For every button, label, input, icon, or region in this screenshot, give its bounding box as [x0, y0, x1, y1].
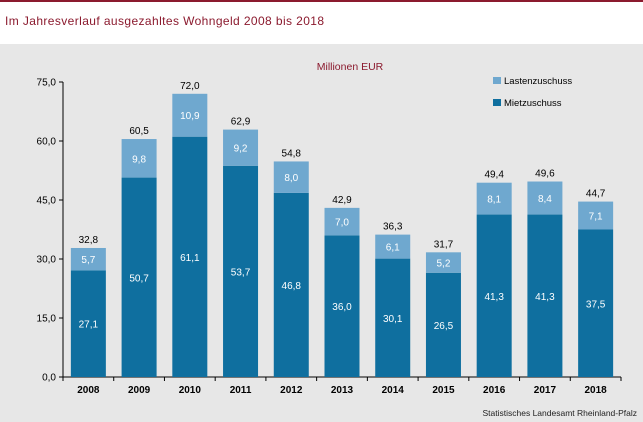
source-note: Statistisches Landesamt Rheinland-Pfalz	[482, 408, 638, 418]
y-tick-label: 45,0	[37, 196, 57, 207]
y-tick-label: 75,0	[37, 78, 57, 89]
data-label-total: 44,7	[586, 189, 606, 200]
x-tick-label: 2013	[331, 385, 354, 396]
data-label-lastenzuschuss: 9,2	[234, 144, 248, 155]
bar-mietzuschuss	[425, 272, 461, 377]
data-label-lastenzuschuss: 6,1	[386, 243, 400, 254]
x-tick-label: 2012	[280, 385, 303, 396]
data-label-total: 31,7	[434, 239, 454, 250]
bar-mietzuschuss	[273, 192, 309, 377]
data-label-total: 49,6	[535, 169, 555, 180]
legend-swatch-mietzuschuss	[493, 99, 501, 106]
bar-mietzuschuss	[527, 214, 563, 377]
chart-title: Millionen EUR	[317, 61, 384, 73]
data-label-total: 36,3	[383, 222, 403, 233]
bar-lastenzuschuss	[121, 139, 157, 178]
bar-mietzuschuss	[476, 214, 512, 377]
page-title: Im Jahresverlauf ausgezahltes Wohngeld 2…	[5, 14, 325, 28]
bar-mietzuschuss	[121, 177, 157, 377]
data-label-total: 32,8	[79, 235, 99, 246]
data-label-lastenzuschuss: 9,8	[132, 154, 146, 165]
bar-lastenzuschuss	[476, 182, 512, 215]
bar-lastenzuschuss	[375, 234, 411, 259]
data-label-total: 60,5	[129, 126, 149, 137]
x-tick-label: 2017	[534, 385, 557, 396]
legend-swatch-lastenzuschuss	[493, 77, 501, 84]
x-tick-label: 2010	[179, 385, 202, 396]
data-label-mietzuschuss: 37,5	[586, 299, 606, 310]
bar-mietzuschuss	[172, 136, 208, 377]
x-tick-label: 2011	[230, 385, 252, 396]
data-label-lastenzuschuss: 5,2	[437, 259, 451, 270]
y-tick-label: 60,0	[37, 137, 57, 148]
data-label-lastenzuschuss: 8,1	[487, 195, 501, 206]
data-label-lastenzuschuss: 7,1	[589, 212, 603, 223]
data-label-lastenzuschuss: 8,4	[538, 194, 552, 205]
data-label-total: 62,9	[231, 117, 251, 128]
data-label-lastenzuschuss: 7,0	[335, 218, 349, 229]
data-label-mietzuschuss: 26,5	[434, 321, 454, 332]
bar-lastenzuschuss	[425, 252, 461, 273]
data-label-mietzuschuss: 27,1	[79, 320, 99, 331]
bar-mietzuschuss	[578, 229, 614, 377]
data-label-total: 49,4	[484, 170, 504, 181]
bar-lastenzuschuss	[527, 181, 563, 215]
data-label-lastenzuschuss: 10,9	[180, 111, 200, 122]
bar-mietzuschuss	[70, 270, 106, 377]
bar-lastenzuschuss	[273, 161, 309, 193]
data-label-total: 54,8	[282, 148, 302, 159]
x-tick-label: 2018	[585, 385, 608, 396]
data-label-mietzuschuss: 50,7	[129, 273, 149, 284]
x-tick-label: 2015	[432, 385, 455, 396]
data-label-lastenzuschuss: 8,0	[284, 173, 298, 184]
bar-lastenzuschuss	[578, 201, 614, 230]
data-label-lastenzuschuss: 5,7	[81, 255, 95, 266]
header: Im Jahresverlauf ausgezahltes Wohngeld 2…	[0, 0, 643, 44]
accent-line	[0, 0, 643, 2]
legend-label-mietzuschuss: Mietzuschuss	[504, 98, 562, 109]
bar-lastenzuschuss	[324, 207, 360, 236]
bar-mietzuschuss	[223, 165, 259, 377]
x-tick-label: 2008	[77, 385, 100, 396]
data-label-mietzuschuss: 41,3	[535, 292, 555, 303]
data-label-total: 72,0	[180, 81, 200, 92]
bar-lastenzuschuss	[172, 93, 208, 137]
x-tick-label: 2016	[483, 385, 506, 396]
bar-mietzuschuss	[324, 235, 360, 377]
bar-lastenzuschuss	[70, 247, 106, 271]
data-label-mietzuschuss: 46,8	[282, 281, 302, 292]
y-tick-label: 15,0	[37, 314, 57, 325]
data-label-mietzuschuss: 36,0	[332, 302, 352, 313]
data-label-mietzuschuss: 61,1	[180, 253, 200, 264]
data-label-total: 42,9	[332, 195, 352, 206]
x-tick-label: 2014	[382, 385, 405, 396]
y-tick-label: 0,0	[42, 373, 56, 384]
legend-label-lastenzuschuss: Lastenzuschuss	[504, 76, 572, 87]
data-label-mietzuschuss: 30,1	[383, 314, 403, 325]
y-tick-label: 30,0	[37, 255, 57, 266]
data-label-mietzuschuss: 53,7	[231, 267, 251, 278]
bar-lastenzuschuss	[223, 129, 259, 166]
x-tick-label: 2009	[128, 385, 151, 396]
data-label-mietzuschuss: 41,3	[484, 292, 504, 303]
bar-mietzuschuss	[375, 258, 411, 377]
